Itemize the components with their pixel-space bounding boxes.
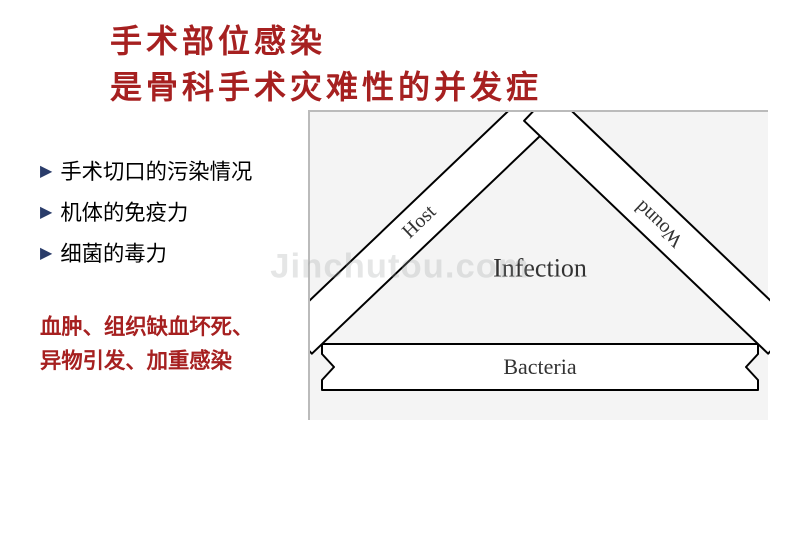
title-block: 手术部位感染 是骨科手术灾难性的并发症: [110, 18, 730, 111]
note-block: 血肿、组织缺血坏死、 异物引发、加重感染: [40, 310, 340, 378]
bullet-item: ▶ 机体的免疫力: [40, 196, 340, 227]
note-line-2: 异物引发、加重感染: [40, 344, 340, 378]
bullet-list: ▶ 手术切口的污染情况 ▶ 机体的免疫力 ▶ 细菌的毒力: [40, 155, 340, 278]
bullet-text: 细菌的毒力: [60, 237, 167, 268]
bullet-item: ▶ 细菌的毒力: [40, 237, 340, 268]
infection-triangle-diagram: HostWoundBacteriaInfection: [308, 110, 768, 420]
bullet-item: ▶ 手术切口的污染情况: [40, 155, 340, 186]
bullet-marker-icon: ▶: [40, 202, 52, 222]
title-line-2: 是骨科手术灾难性的并发症: [110, 64, 730, 110]
bullet-marker-icon: ▶: [40, 243, 52, 263]
triangle-svg: HostWoundBacteriaInfection: [310, 112, 770, 422]
note-line-1: 血肿、组织缺血坏死、: [40, 310, 340, 344]
bacteria-label: Bacteria: [503, 354, 577, 379]
wound-band: [524, 112, 770, 354]
bullet-text: 手术切口的污染情况: [60, 155, 252, 186]
host-band: [310, 112, 556, 354]
bullet-marker-icon: ▶: [40, 161, 52, 181]
bullet-text: 机体的免疫力: [60, 196, 188, 227]
slide: 手术部位感染 是骨科手术灾难性的并发症 ▶ 手术切口的污染情况 ▶ 机体的免疫力…: [0, 0, 800, 533]
title-line-1: 手术部位感染: [110, 18, 730, 64]
infection-label: Infection: [493, 254, 587, 283]
